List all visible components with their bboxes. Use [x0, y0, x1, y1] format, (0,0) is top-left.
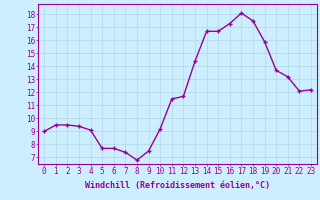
- X-axis label: Windchill (Refroidissement éolien,°C): Windchill (Refroidissement éolien,°C): [85, 181, 270, 190]
